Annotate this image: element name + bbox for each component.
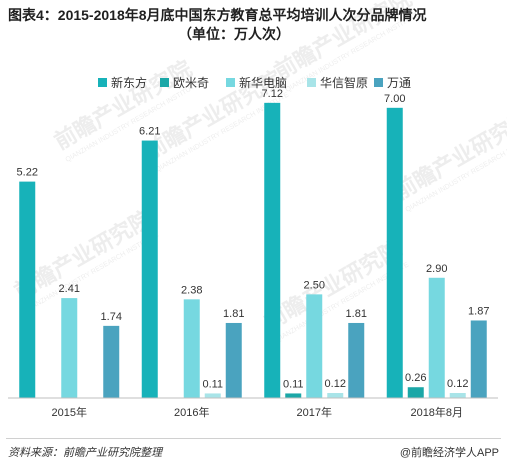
legend-label: 万通 (387, 76, 412, 90)
bar-华信智原-2016年 (204, 393, 221, 398)
data-label: 7.12 (262, 88, 283, 100)
footer-divider (6, 438, 501, 439)
data-label: 1.87 (468, 305, 489, 317)
bar-欧米奇-2017年 (285, 393, 302, 398)
data-label: 5.22 (17, 167, 38, 179)
legend-swatch (98, 78, 107, 87)
x-tick-label: 2015年 (52, 405, 87, 419)
bars-layer: 5.22 2.41 1.74 6.21 2.38 0.11 1.81 7.12 0.11 2.50… (17, 88, 489, 399)
data-label: 0.12 (325, 378, 346, 390)
data-label: 0.12 (447, 378, 468, 390)
legend-swatch (374, 78, 383, 87)
title-block: 图表4：2015-2018年8月底中国东方教育总平均培训人次分品牌情况 （单位：… (8, 6, 500, 44)
x-tick-label: 2016年 (174, 405, 209, 419)
legend-label: 欧米奇 (173, 76, 210, 90)
bar-新东方-2016年 (141, 140, 158, 399)
x-axis-labels: 2015年 2016年 2017年 2018年8月 (52, 405, 464, 419)
watermark-text: 前瞻产业研究院 (260, 236, 406, 335)
data-label: 2.50 (304, 279, 325, 291)
data-label: 0.11 (202, 378, 223, 390)
chart-title: 图表4：2015-2018年8月底中国东方教育总平均培训人次分品牌情况 (8, 7, 427, 23)
legend-label: 新华电脑 (239, 76, 288, 90)
bar-新华电脑-2016年 (183, 299, 200, 398)
data-label: 1.81 (346, 308, 367, 320)
legend-label: 新东方 (111, 76, 148, 90)
legend-item: 万通 (374, 74, 411, 91)
source-note: 资料来源：前瞻产业研究院整理 (8, 447, 162, 459)
data-label: 0.11 (283, 378, 304, 390)
brand-credit: @前瞻经济学人APP (399, 447, 499, 459)
bar-万通-2016年 (225, 322, 242, 398)
data-label: 7.00 (384, 93, 405, 105)
data-label: 0.26 (405, 372, 426, 384)
data-label: 2.41 (59, 283, 80, 295)
x-tick-label: 2018年8月 (410, 405, 463, 419)
legend: 新东方 欧米奇 新华电脑 华信智原 万通 (0, 74, 507, 92)
chart-subtitle: （单位：万人次） (178, 26, 290, 42)
legend-label: 华信智原 (320, 76, 369, 90)
bar-新华电脑-2015年 (61, 298, 78, 398)
x-tick-label: 2017年 (297, 405, 332, 419)
legend-item: 欧米奇 (160, 74, 209, 91)
bar-新华电脑-2018年8月 (428, 277, 445, 398)
data-label: 6.21 (139, 126, 160, 138)
bar-万通-2015年 (103, 325, 120, 398)
legend-item: 新东方 (98, 74, 147, 91)
bar-新东方-2015年 (19, 181, 36, 398)
bar-万通-2017年 (348, 322, 365, 398)
bar-新华电脑-2017年 (306, 294, 323, 398)
bar-华信智原-2018年8月 (449, 393, 466, 398)
bar-欧米奇-2018年8月 (407, 387, 424, 398)
legend-swatch (307, 78, 316, 87)
legend-swatch (226, 78, 235, 87)
legend-item: 华信智原 (307, 74, 368, 91)
legend-item: 新华电脑 (226, 74, 287, 91)
bar-新东方-2017年 (264, 102, 281, 399)
data-label: 2.38 (181, 284, 202, 296)
data-label: 1.74 (101, 311, 122, 323)
bar-万通-2018年8月 (470, 320, 487, 398)
data-label: 2.90 (426, 263, 447, 275)
legend-swatch (160, 78, 169, 87)
bar-新东方-2018年8月 (386, 107, 403, 399)
bar-华信智原-2017年 (327, 393, 344, 398)
data-label: 1.81 (223, 308, 244, 320)
